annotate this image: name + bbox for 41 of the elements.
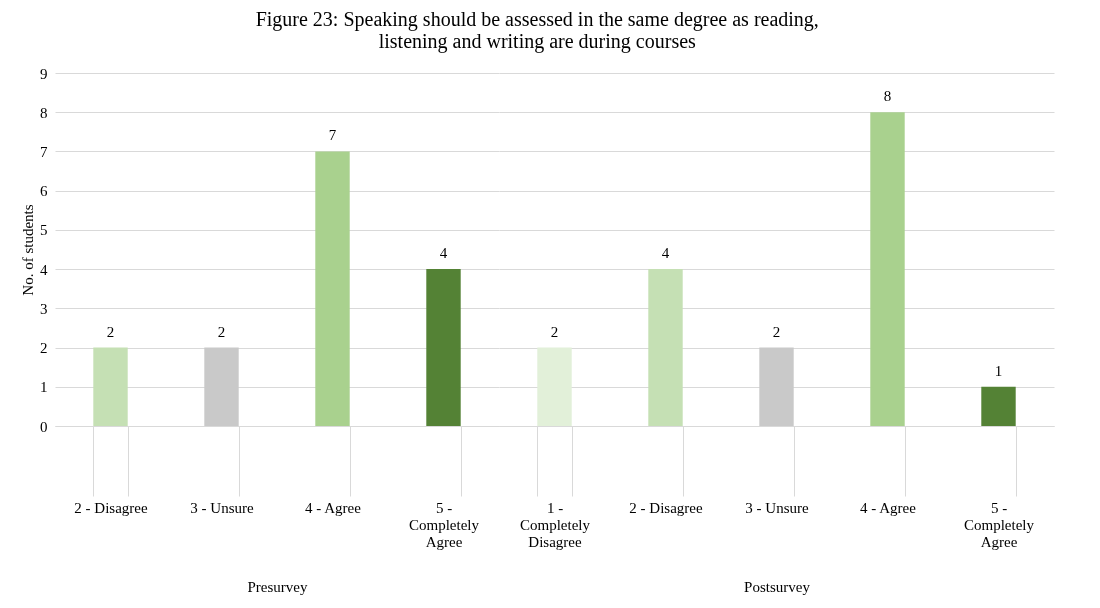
bar — [648, 269, 683, 426]
y-tick-label: 9 — [40, 65, 48, 82]
y-tick-label: 2 — [40, 340, 48, 357]
x-axis-title: Postsurvey — [744, 578, 811, 595]
bar — [315, 151, 350, 426]
y-tick-label: 7 — [40, 143, 48, 160]
x-axis-title: Presurvey — [247, 578, 308, 595]
bar — [759, 347, 794, 426]
data-label: 4 — [439, 245, 448, 262]
data-label: 2 — [217, 323, 226, 340]
x-tick-label: 5 - Completely Agree — [409, 499, 480, 550]
data-label: 7 — [328, 127, 337, 144]
y-tick-label: 3 — [40, 300, 48, 317]
y-tick-label: 1 — [40, 379, 48, 396]
bar — [537, 347, 572, 426]
y-tick-label: 5 — [40, 222, 48, 239]
chart-title: Figure 23: Speaking should be assessed in the same degree as reading, listening and writing are during courses — [255, 8, 819, 53]
bar — [870, 112, 905, 426]
bar — [426, 269, 461, 426]
data-label: 1 — [994, 362, 1003, 379]
x-tick-label: 5 - Completely Agree — [964, 499, 1035, 550]
bar — [981, 386, 1016, 426]
data-label: 2 — [772, 323, 781, 340]
x-tick-label: 4 - Agree — [860, 499, 917, 516]
x-tick-label: 4 - Agree — [305, 499, 362, 516]
data-label: 2 — [550, 323, 559, 340]
bar — [93, 347, 128, 426]
x-tick-label: 3 - Unsure — [745, 499, 809, 516]
data-label: 8 — [883, 88, 892, 105]
y-tick-label: 4 — [40, 261, 48, 278]
y-tick-label: 8 — [40, 104, 48, 121]
data-label: 4 — [661, 245, 670, 262]
y-axis-title: No. of students — [20, 204, 36, 296]
y-tick-label: 0 — [40, 418, 48, 435]
x-tick-label: 2 - Disagree — [74, 499, 148, 516]
x-tick-label: 3 - Unsure — [190, 499, 254, 516]
x-tick-label: 1 - Completely Disagree — [520, 499, 591, 550]
x-tick-label: 2 - Disagree — [629, 499, 703, 516]
y-tick-label: 6 — [40, 183, 48, 200]
bar — [204, 347, 239, 426]
data-label: 2 — [106, 323, 115, 340]
